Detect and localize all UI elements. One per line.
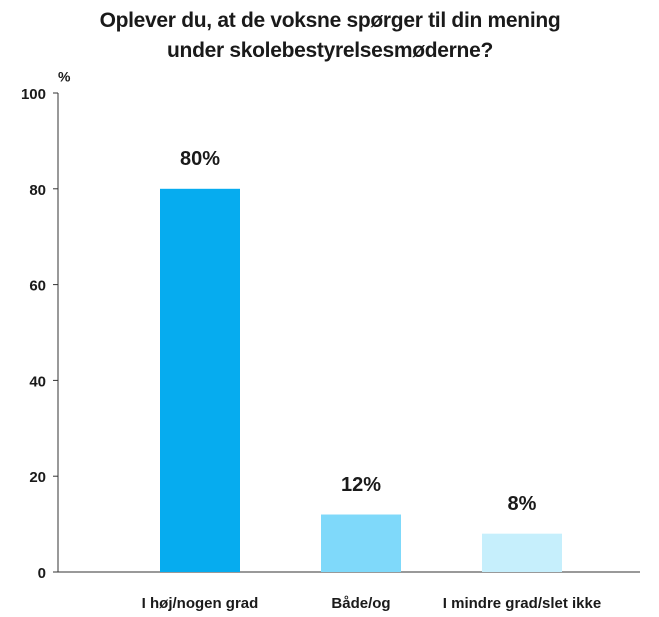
y-tick-label: 60 [29,278,46,295]
bar [482,533,562,572]
y-axis-label: % [58,69,71,85]
x-tick-label: I mindre grad/slet ikke [443,595,601,612]
value-label: 80% [180,148,220,170]
y-tick-label: 40 [29,373,46,390]
x-tick-label: Både/og [331,595,390,612]
y-tick-label: 80 [29,182,46,199]
value-label: 8% [508,493,537,515]
value-label: 12% [341,474,381,496]
y-tick-label: 0 [38,565,46,582]
x-tick-label: I høj/nogen grad [142,595,259,612]
bar [160,188,240,573]
y-tick-label: 100 [21,86,46,103]
chart-title: Oplever du, at de voksne spørger til din… [99,9,561,62]
bar [321,514,401,572]
y-tick-label: 20 [29,469,46,486]
